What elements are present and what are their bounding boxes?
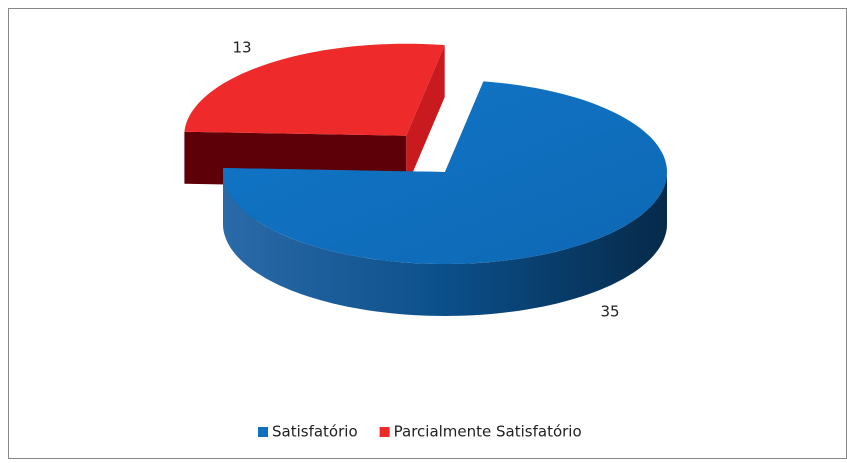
legend-label: Satisfatório (272, 423, 358, 441)
legend-swatch (258, 427, 268, 437)
slice-side (223, 172, 667, 316)
pie-slice (184, 43, 445, 136)
legend-swatch (379, 427, 390, 437)
pie-slice (223, 81, 667, 265)
slice-face (406, 45, 445, 188)
data-label: 13 (232, 39, 251, 57)
data-label: 35 (600, 303, 619, 321)
legend-label: Parcialmente Satisfatório (394, 423, 582, 441)
